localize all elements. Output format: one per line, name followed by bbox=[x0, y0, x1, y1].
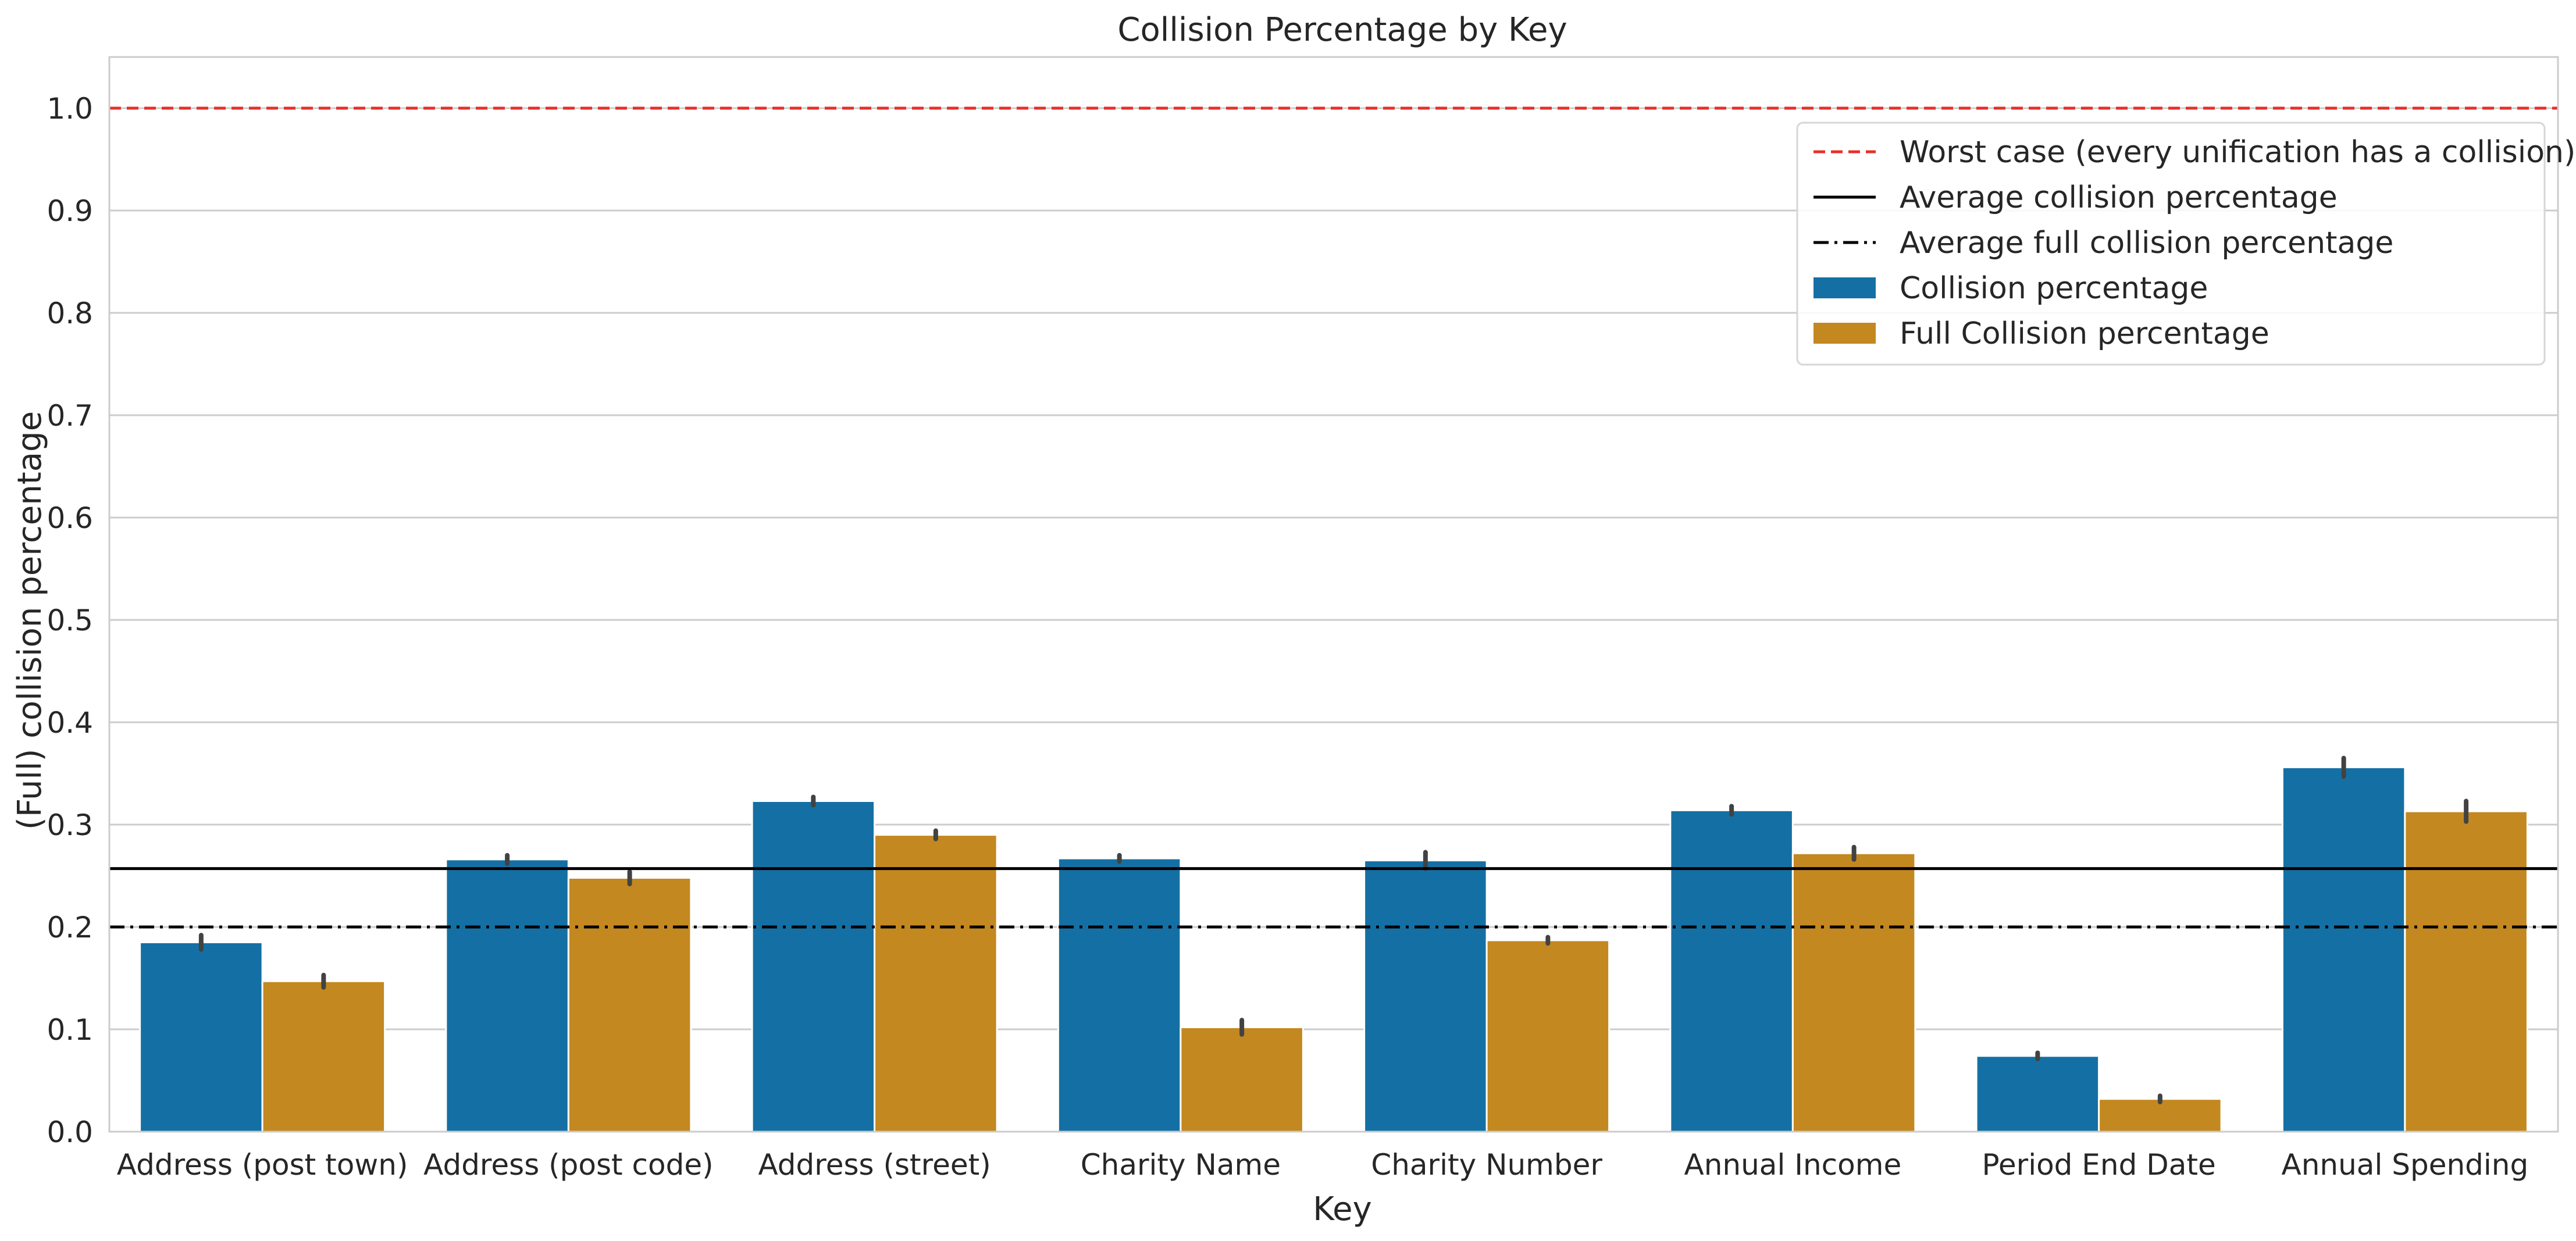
bar bbox=[1669, 809, 1794, 1133]
x-axis-label: Key bbox=[1313, 1190, 1372, 1228]
legend-label: Collision percentage bbox=[1900, 271, 2208, 306]
x-tick-label: Charity Number bbox=[1371, 1148, 1602, 1182]
bar bbox=[261, 980, 386, 1133]
y-tick-label: 0.8 bbox=[47, 297, 93, 330]
bar bbox=[1975, 1055, 2100, 1133]
y-tick-label: 0.6 bbox=[47, 501, 93, 535]
x-tick-label: Address (post town) bbox=[117, 1148, 408, 1182]
plot-border bbox=[108, 56, 2559, 1133]
chart-title: Collision Percentage by Key bbox=[1117, 11, 1567, 49]
reference-lines bbox=[109, 106, 2558, 929]
y-tick-label: 0.4 bbox=[47, 706, 93, 740]
bar bbox=[1485, 939, 1611, 1133]
x-tick-labels: Address (post town) Address (post code) Ad… bbox=[117, 1148, 2528, 1182]
y-tick-label: 0.1 bbox=[47, 1013, 93, 1047]
bars bbox=[139, 755, 2528, 1133]
x-tick-label: Annual Spending bbox=[2282, 1148, 2529, 1182]
legend-label: Full Collision percentage bbox=[1900, 316, 2269, 351]
legend-patch-swatch bbox=[1813, 277, 1876, 298]
bar bbox=[139, 941, 263, 1133]
bar bbox=[2281, 766, 2406, 1133]
bar bbox=[567, 877, 692, 1133]
y-tick-label: 0.5 bbox=[47, 604, 93, 637]
x-tick-label: Period End Date bbox=[1982, 1148, 2216, 1182]
bar bbox=[1057, 857, 1182, 1133]
y-tick-labels: 0.0 0.1 0.2 0.3 0.4 0.5 0.6 0.7 0.8 0.9 1.0 bbox=[47, 92, 93, 1149]
y-tick-label: 0.2 bbox=[47, 911, 93, 944]
legend-box bbox=[1796, 122, 2546, 366]
y-tick-label: 0.9 bbox=[47, 194, 93, 228]
y-tick-label: 0.7 bbox=[47, 399, 93, 433]
x-tick-label: Address (post code) bbox=[423, 1148, 714, 1182]
y-tick-label: 0.3 bbox=[47, 808, 93, 842]
legend-label: Worst case (every unification has a coll… bbox=[1900, 135, 2575, 170]
bar bbox=[1363, 860, 1488, 1133]
y-axis-label: (Full) collision percentage bbox=[11, 411, 49, 830]
x-tick-label: Address (street) bbox=[758, 1148, 991, 1182]
y-tick-label: 0.0 bbox=[47, 1115, 93, 1149]
bar bbox=[2098, 1098, 2222, 1133]
legend-label: Average collision percentage bbox=[1900, 180, 2338, 215]
bar bbox=[2404, 810, 2528, 1133]
y-tick-label: 1.0 bbox=[47, 92, 93, 126]
bar bbox=[874, 834, 998, 1133]
bar bbox=[1180, 1026, 1304, 1133]
bar bbox=[445, 858, 569, 1133]
bar bbox=[751, 800, 876, 1133]
x-tick-label: Charity Name bbox=[1081, 1148, 1281, 1182]
plot-frame bbox=[108, 56, 2559, 1133]
legend-patch-swatch bbox=[1813, 323, 1876, 344]
legend-label: Average full collision percentage bbox=[1900, 226, 2393, 261]
bar bbox=[1791, 852, 1916, 1133]
legend: Worst case (every unification has a coll… bbox=[1796, 122, 2575, 366]
x-tick-label: Annual Income bbox=[1684, 1148, 1902, 1182]
